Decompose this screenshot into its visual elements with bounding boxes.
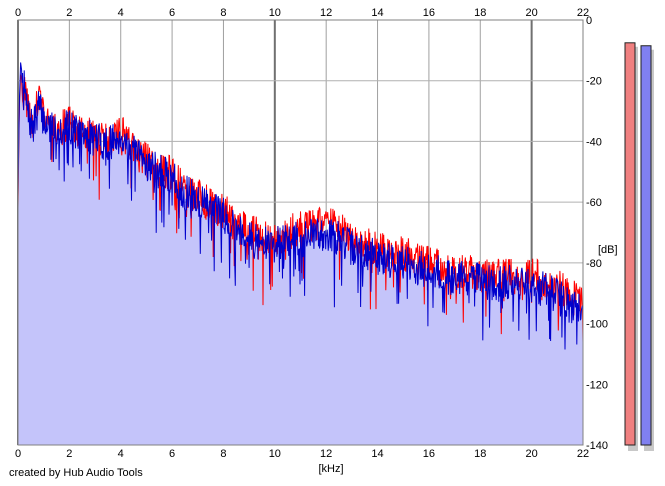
x-axis-label: [kHz]: [318, 463, 343, 475]
x-tick-label-bottom: 18: [474, 448, 486, 460]
x-tick-label-top: 18: [474, 7, 486, 19]
x-tick-label-bottom: 20: [526, 448, 538, 460]
x-tick-label-top: 2: [66, 7, 72, 19]
x-tick-label-bottom: 22: [577, 448, 589, 460]
x-tick-label-bottom: 2: [66, 448, 72, 460]
x-tick-label-top: 6: [169, 7, 175, 19]
x-tick-label-bottom: 12: [320, 448, 332, 460]
y-tick-label: -100: [586, 319, 608, 331]
y-tick-label: -120: [586, 379, 608, 391]
y-tick-label: -20: [586, 76, 602, 88]
x-tick-label-top: 12: [320, 7, 332, 19]
x-tick-label-top: 4: [118, 7, 124, 19]
y-tick-label: 0: [586, 15, 592, 27]
y-axis-label: [dB]: [598, 244, 618, 256]
series-line-blue: [17, 62, 584, 350]
x-tick-label-top: 14: [371, 7, 383, 19]
x-tick-label-top: 20: [526, 7, 538, 19]
y-tick-label: -40: [586, 136, 602, 148]
x-tick-label-top: 0: [15, 7, 21, 19]
y-tick-label: -60: [586, 197, 602, 209]
y-tick-labels: 0 -20 -40 -60 -80 -100 -120 -140: [586, 15, 608, 452]
y-tick-label: -140: [586, 440, 608, 452]
level-meter-bar: [640, 45, 652, 446]
x-tick-label-bottom: 8: [220, 448, 226, 460]
x-tick-label-top: 8: [220, 7, 226, 19]
level-meters: [624, 42, 654, 452]
x-tick-label-top: 10: [269, 7, 281, 19]
spectrum-series: [17, 62, 584, 350]
x-tick-label-bottom: 6: [169, 448, 175, 460]
x-tick-label-bottom: 14: [371, 448, 383, 460]
credit-text: created by Hub Audio Tools: [9, 467, 143, 479]
x-tick-label-bottom: 10: [269, 448, 281, 460]
plot-border: [17, 19, 584, 446]
x-tick-label-bottom: 4: [118, 448, 124, 460]
x-tick-label-top: 16: [423, 7, 435, 19]
x-tick-label-bottom: 0: [15, 448, 21, 460]
level-meter-bar: [624, 42, 636, 446]
x-tick-label-top: 22: [577, 7, 589, 19]
y-tick-label: -80: [586, 258, 602, 270]
x-tick-label-bottom: 16: [423, 448, 435, 460]
